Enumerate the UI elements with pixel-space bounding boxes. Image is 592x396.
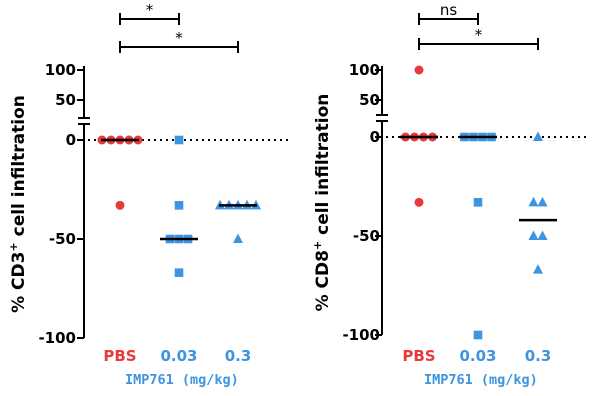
y-tick-label: 50 [55,91,76,109]
y-tick-label: -100 [342,326,380,344]
data-point-0_3 [537,196,548,207]
y-tick-label: -50 [49,230,76,248]
data-point-0_3 [528,230,539,240]
cd3-panel: 0 -50 -100 100 50 % CD3+ cell infiltration PBS… [7,1,290,388]
data-point-PBS [115,200,125,210]
data-point-PBS [414,65,424,75]
y-tick-label: 50 [359,91,380,109]
significance-label: ns [440,1,458,19]
data-point-0_03 [473,330,483,340]
y-axis-title: % CD3+ cell infiltration [7,95,29,313]
y-tick-label: 0 [66,131,76,149]
significance-label: * [475,26,483,44]
data-point-0_3 [537,230,548,240]
data-point-0_3 [533,264,543,274]
group-label: IMP761 (mg/kg) [125,372,239,388]
significance-label: * [175,29,183,47]
data-point-0_3 [233,233,243,243]
y-tick-label: 100 [45,61,76,79]
data-point-0_03 [174,135,184,145]
data-point-0_3 [533,131,543,141]
y-tick-label: 0 [370,128,380,146]
y-tick-label: 100 [349,61,380,79]
x-tick-label: PBS [103,347,136,365]
significance-label: * [146,1,154,19]
x-tick-label: 0.03 [459,347,496,365]
x-tick-label: 0.3 [525,347,552,365]
x-tick-label: 0.03 [160,347,197,365]
data-point-0_03 [174,268,184,277]
y-tick-label: -100 [38,329,76,347]
group-label: IMP761 (mg/kg) [424,372,538,388]
cd8-panel: 0 -50 -100 100 50 % CD8+ cell infiltration PBS… [311,1,586,388]
x-tick-label: 0.3 [225,347,252,365]
data-point-0_03 [174,201,184,210]
data-point-0_3 [528,196,539,207]
data-point-PBS [414,197,424,207]
y-tick-label: -50 [353,227,380,245]
data-point-0_03 [473,198,483,207]
x-tick-label: PBS [402,347,435,365]
y-axis-title: % CD8+ cell infiltration [311,94,333,312]
